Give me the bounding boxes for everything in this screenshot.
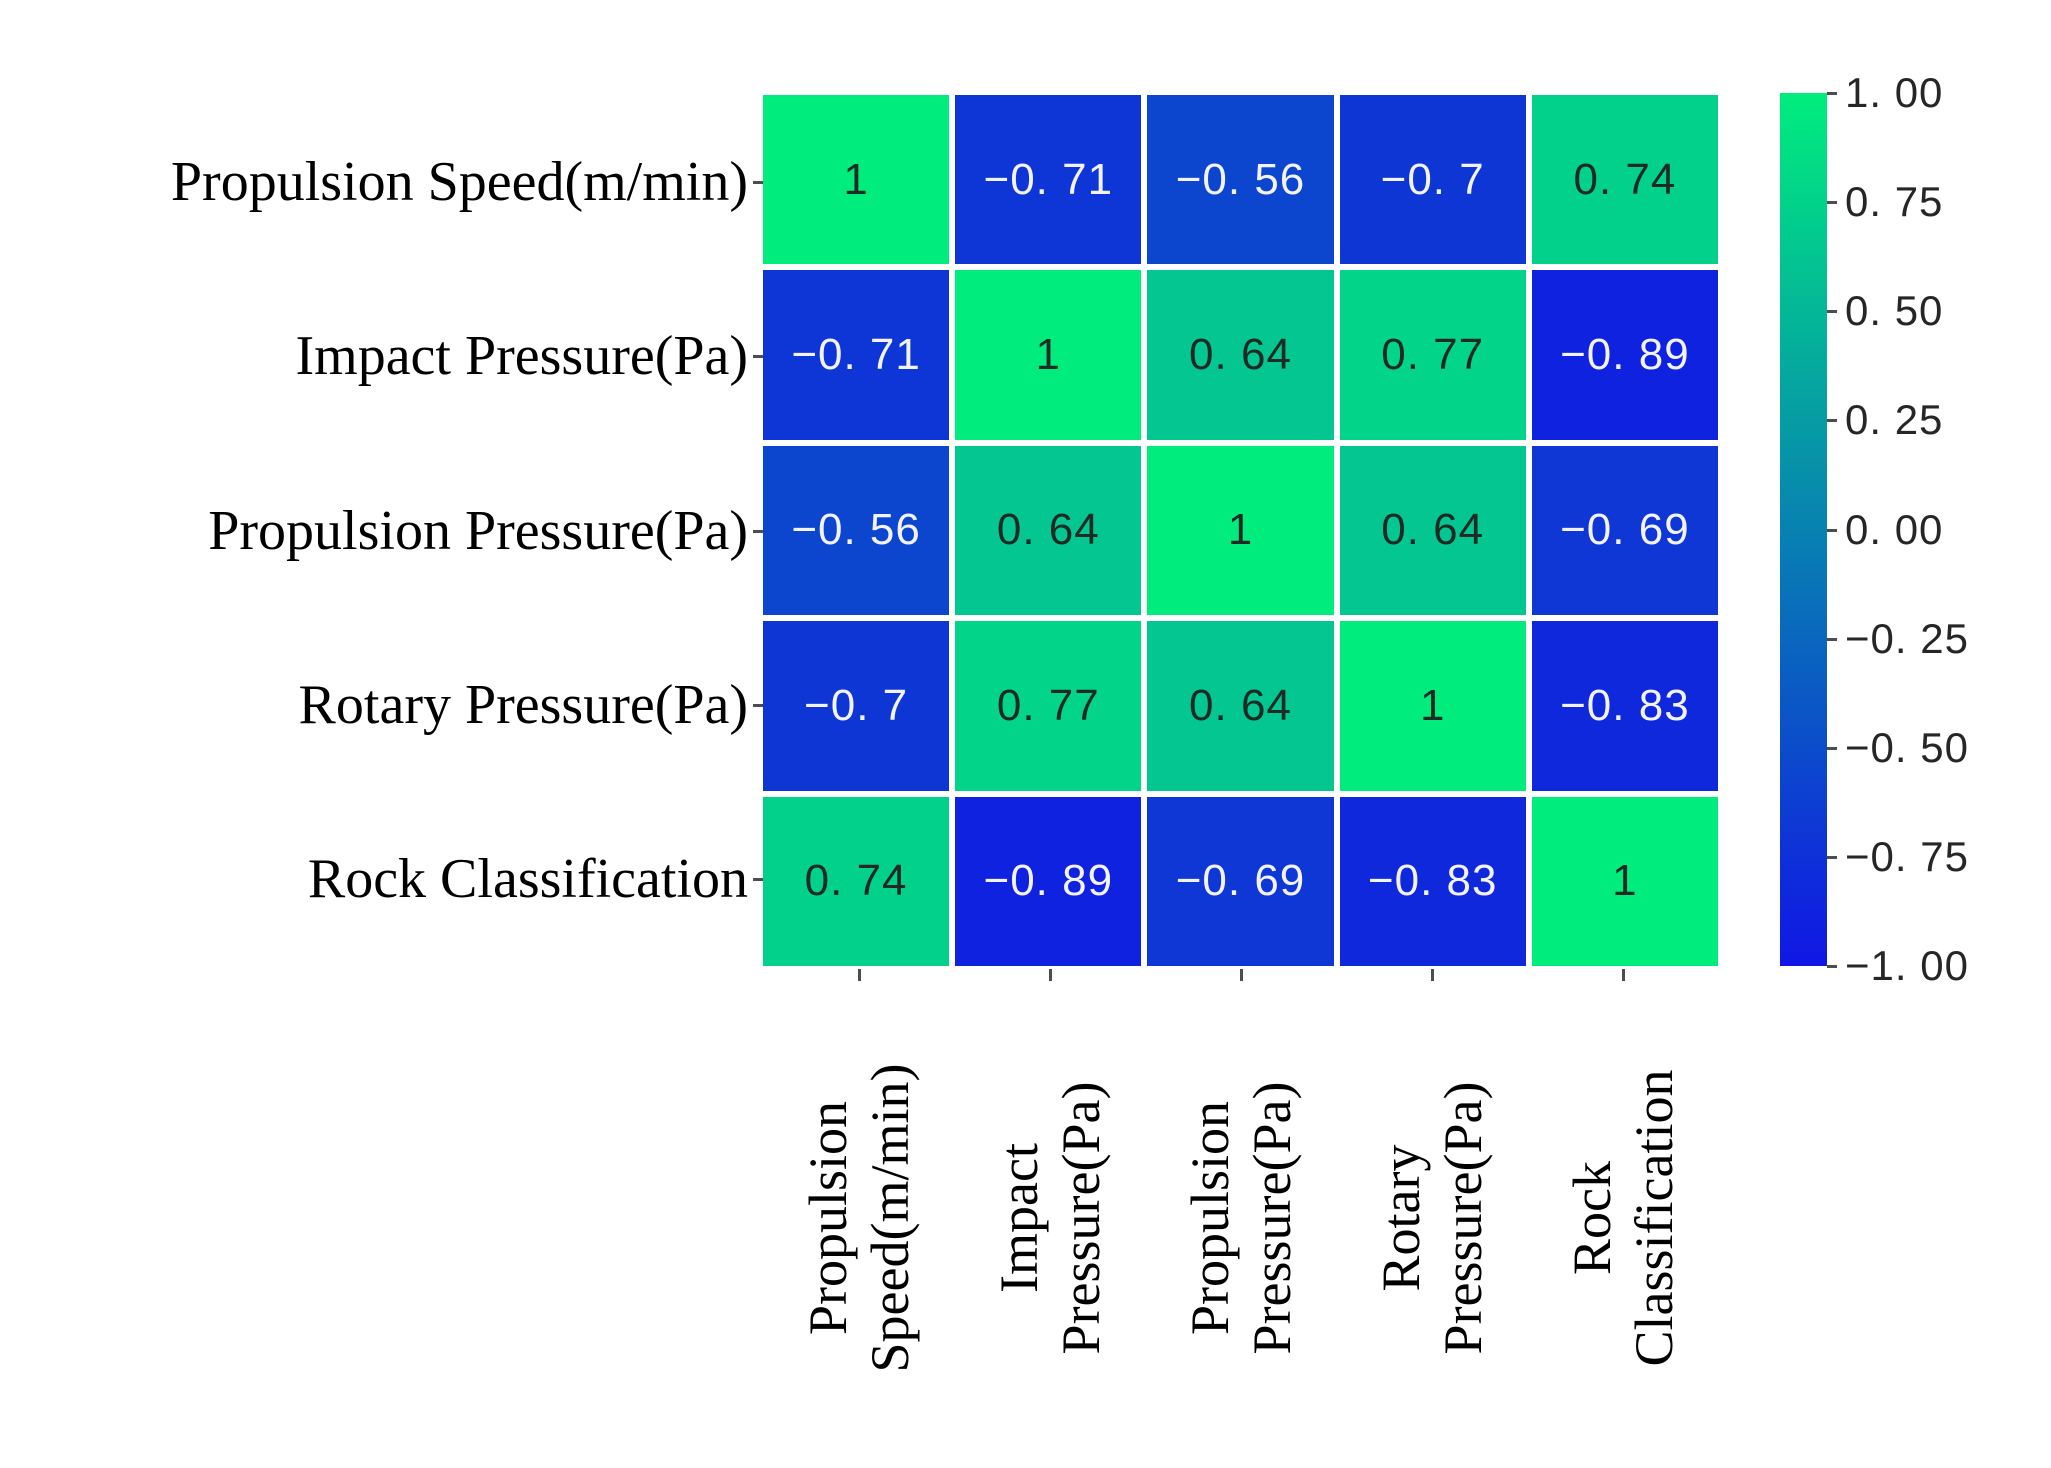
heatmap-cell: 0. 77: [955, 621, 1142, 791]
colorbar-tick: [1827, 419, 1837, 423]
heatmap-cell: −0. 7: [763, 621, 950, 791]
heatmap-grid: 1 −0. 71 −0. 56 −0. 7 0. 74 −0. 71 1 0. 64 0. 77…: [763, 95, 1718, 966]
x-axis-label-line: Speed(m/min): [859, 1063, 920, 1373]
colorbar-tick: [1827, 746, 1837, 750]
y-axis-tick: [753, 877, 763, 881]
colorbar-tick-label: −1. 00: [1845, 942, 1969, 989]
x-axis-tick: [1430, 969, 1434, 981]
colorbar-tick-label: 0. 25: [1845, 396, 1944, 444]
colorbar-tick-label: 1. 00: [1845, 69, 1944, 116]
x-axis-tick: [857, 969, 861, 981]
colorbar-tick: [1827, 92, 1837, 95]
x-axis-label: Impact Pressure(Pa): [988, 1082, 1112, 1355]
heatmap-cell: −0. 69: [1147, 796, 1334, 966]
heatmap-cell: −0. 83: [1339, 796, 1526, 966]
heatmap-cell: 0. 74: [1531, 95, 1718, 265]
heatmap-cell: 0. 64: [1339, 445, 1526, 616]
x-axis-label: Propulsion Speed(m/min): [797, 1064, 921, 1373]
heatmap-cell: 0. 74: [763, 796, 950, 966]
x-axis-label: Propulsion Pressure(Pa): [1179, 1082, 1303, 1355]
colorbar-gradient: [1780, 93, 1827, 966]
y-axis-label: Propulsion Pressure(Pa): [208, 499, 748, 562]
x-axis-label-line: Propulsion: [797, 1100, 858, 1336]
x-axis-label-line: Rotary: [1370, 1144, 1431, 1292]
x-axis-label: Rock Classification: [1561, 1070, 1685, 1367]
x-axis-label-line: Rock: [1561, 1161, 1622, 1276]
colorbar-tick-label: −0. 25: [1845, 614, 1969, 662]
heatmap-cell: −0. 7: [1339, 95, 1526, 265]
y-axis-tick: [753, 181, 763, 185]
heatmap-cell: −0. 83: [1531, 621, 1718, 791]
x-axis-label-line: Classification: [1623, 1069, 1684, 1367]
y-axis-label: Rock Classification: [307, 847, 748, 910]
colorbar-tick: [1827, 965, 1837, 968]
heatmap-cell: 0. 64: [1147, 270, 1334, 440]
x-axis-label: Rotary Pressure(Pa): [1370, 1082, 1494, 1355]
x-axis-tick: [1621, 969, 1625, 981]
colorbar-tick: [1827, 855, 1837, 859]
colorbar-tick-label: −0. 75: [1845, 832, 1969, 880]
colorbar-tick: [1827, 310, 1837, 314]
colorbar-tick-label: 0. 75: [1845, 178, 1944, 226]
heatmap-cell: −0. 71: [763, 270, 950, 440]
x-axis-label-line: Propulsion: [1179, 1100, 1240, 1336]
heatmap-cell: −0. 89: [1531, 270, 1718, 440]
y-axis-tick: [753, 703, 763, 707]
heatmap-cell: −0. 69: [1531, 445, 1718, 616]
heatmap-cell: 1: [763, 95, 950, 265]
x-axis-label-line: Pressure(Pa): [1241, 1081, 1302, 1355]
colorbar-tick-label: 0. 00: [1845, 505, 1944, 553]
colorbar-tick: [1827, 637, 1837, 641]
y-axis-tick: [753, 529, 763, 533]
y-axis-label: Impact Pressure(Pa): [295, 325, 748, 388]
heatmap-cell: 1: [1339, 621, 1526, 791]
x-axis-label-line: Pressure(Pa): [1432, 1081, 1493, 1355]
colorbar-tick: [1827, 201, 1837, 205]
heatmap-cell: −0. 56: [1147, 95, 1334, 265]
heatmap-cell: −0. 89: [955, 796, 1142, 966]
colorbar-tick: [1827, 528, 1837, 532]
heatmap-cell: 1: [955, 270, 1142, 440]
heatmap-cell: −0. 71: [955, 95, 1142, 265]
y-axis-label: Propulsion Speed(m/min): [170, 151, 748, 214]
y-axis-label: Rotary Pressure(Pa): [298, 673, 748, 736]
colorbar-tick-label: −0. 50: [1845, 723, 1969, 771]
colorbar-tick-label: 0. 50: [1845, 287, 1944, 335]
x-axis-tick: [1048, 969, 1052, 981]
x-axis-label-line: Impact: [988, 1143, 1049, 1293]
heatmap-cell: −0. 56: [763, 445, 950, 616]
heatmap-cell: 1: [1147, 445, 1334, 616]
heatmap-cell: 1: [1531, 796, 1718, 966]
heatmap-cell: 0. 64: [955, 445, 1142, 616]
heatmap-cell: 0. 64: [1147, 621, 1334, 791]
x-axis-tick: [1239, 969, 1243, 981]
heatmap-cell: 0. 77: [1339, 270, 1526, 440]
x-axis-label-line: Pressure(Pa): [1050, 1081, 1111, 1355]
y-axis-tick: [753, 355, 763, 359]
